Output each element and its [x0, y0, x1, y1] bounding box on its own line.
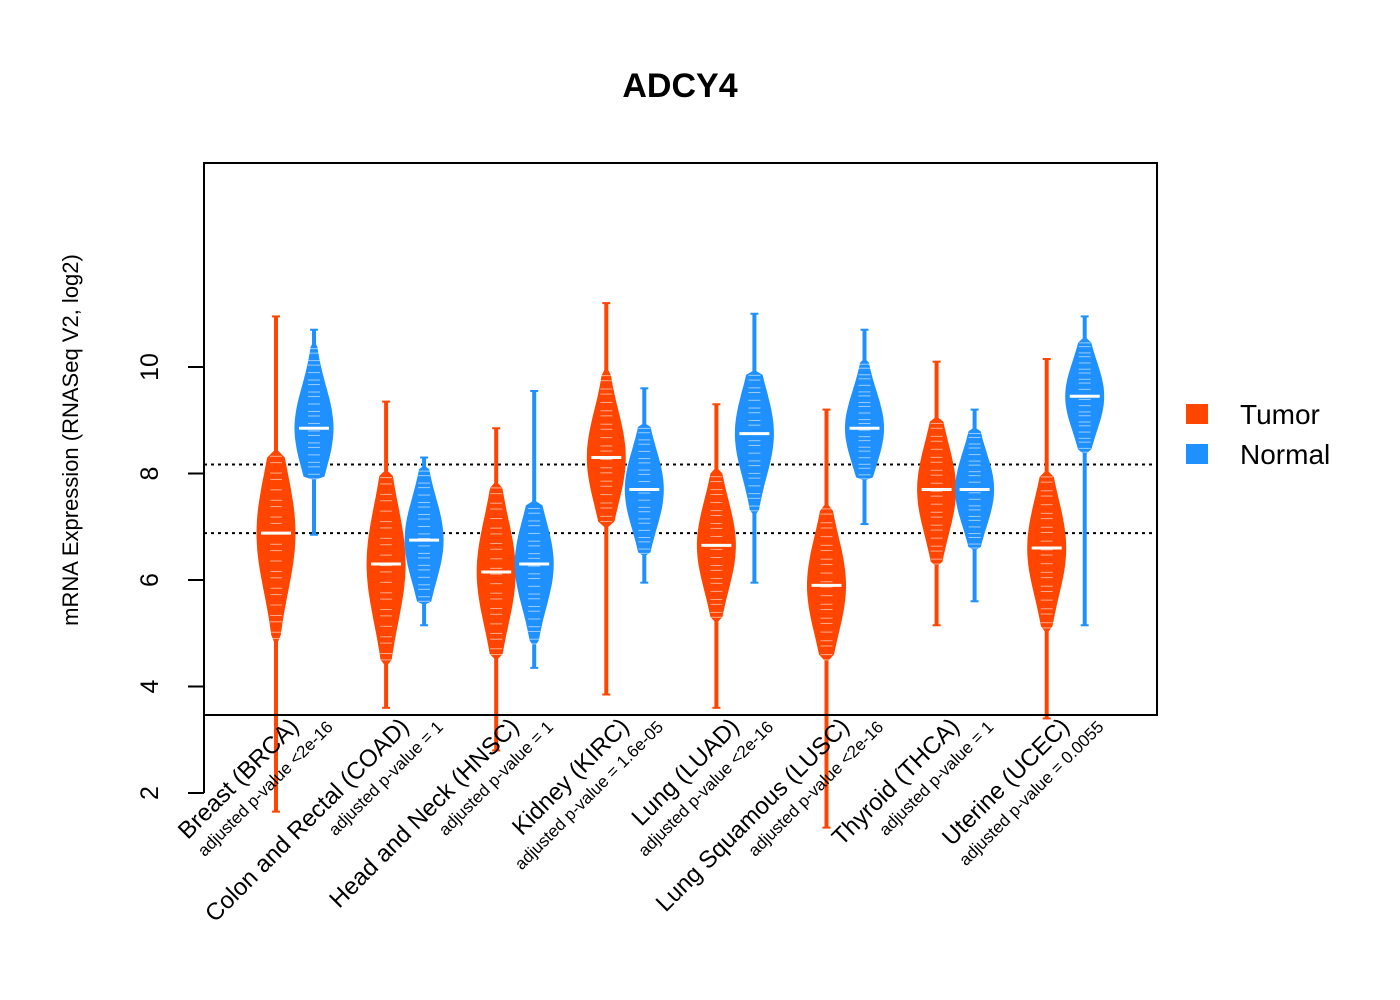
violin-normal: [404, 456, 444, 627]
violin-normal: [514, 389, 554, 669]
violin-normal: [624, 387, 664, 584]
legend: Tumor Normal: [1186, 399, 1330, 470]
plot-frame: [203, 162, 1158, 716]
y-axis: 2 4 6 8 10: [136, 353, 205, 800]
legend-label: Tumor: [1240, 399, 1320, 430]
violin-tumor: [917, 360, 957, 627]
x-axis-labels: Breast (BRCA)adjusted p-value <2e-16Colo…: [173, 713, 1108, 927]
violin-tumor: [696, 403, 736, 709]
violin-tumor: [1027, 358, 1067, 720]
y-tick-label: 6: [136, 573, 164, 587]
violin-tumor: [476, 427, 516, 752]
violin-tumor: [366, 400, 406, 709]
violin-normal: [955, 408, 995, 603]
legend-swatch: [1186, 444, 1208, 464]
legend-swatch: [1186, 404, 1208, 424]
violin-normal: [734, 312, 774, 584]
y-axis-label: mRNA Expression (RNASeq V2, log2): [58, 254, 83, 626]
violin-normal: [294, 328, 334, 536]
violin-normal: [1065, 315, 1105, 627]
y-tick-label: 8: [136, 467, 164, 481]
chart-title: ADCY4: [622, 67, 737, 105]
violin-normal: [845, 328, 884, 526]
y-tick-label: 4: [136, 679, 164, 693]
y-tick-label: 2: [136, 786, 164, 800]
violin-tumor: [807, 408, 846, 829]
legend-label: Normal: [1240, 439, 1330, 470]
violin-tumor: [256, 315, 296, 813]
plot-area: [204, 302, 1157, 829]
y-tick-label: 10: [136, 353, 164, 381]
violin-tumor: [586, 302, 626, 696]
